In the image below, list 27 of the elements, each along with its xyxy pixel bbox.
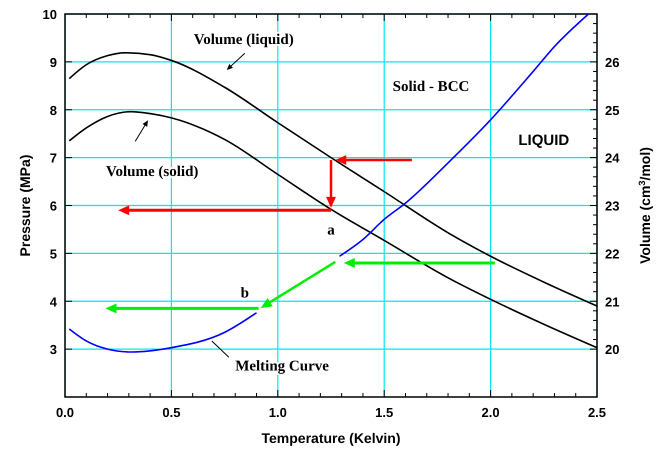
x-tick-label: 0.0 [56,405,74,420]
y2-tick-label: 23 [605,198,620,214]
y2-tick-label: 25 [605,102,620,118]
y-tick-label: 6 [50,198,57,214]
x-tick-label: 1.5 [375,405,394,420]
y-tick-label: 10 [42,7,57,22]
x-axis-title: Temperature (Kelvin) [262,430,400,446]
y2-tick-label: 26 [605,54,620,70]
y-tick-label: 7 [50,150,57,166]
annotation: LIQUID [518,132,570,149]
annotation: Solid - BCC [392,78,470,95]
y2-tick-label: 20 [605,342,620,358]
y-axis-title: Pressure (MPa) [17,154,33,256]
annotation: a [327,222,336,238]
y-tick-label: 3 [50,342,57,358]
y2-tick-label: 24 [605,150,620,166]
y-tick-label: 9 [50,54,57,70]
y2-tick-label: 22 [605,246,620,262]
y-tick-label: 5 [50,246,57,262]
x-tick-label: 1.0 [268,405,287,420]
y2-tick-label: 21 [605,294,620,310]
x-tick-label: 2.5 [588,405,606,420]
annotation: b [240,286,249,302]
x-tick-label: 2.0 [482,405,500,420]
x-tick-label: 0.5 [162,405,180,420]
y-tick-label: 4 [50,294,58,310]
y-tick-label: 8 [50,102,57,118]
